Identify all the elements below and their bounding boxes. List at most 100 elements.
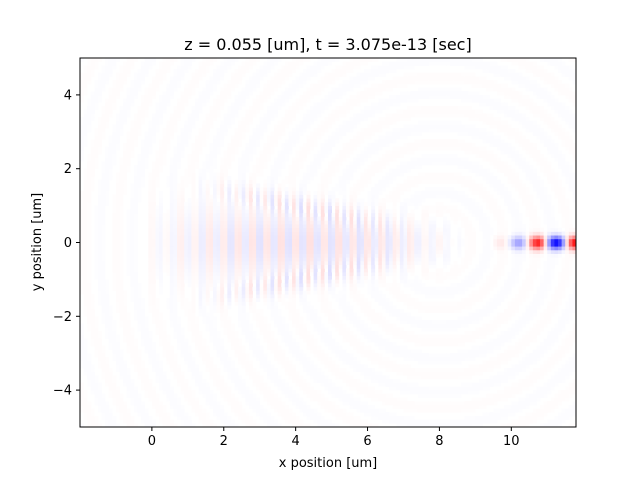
heatmap-cell <box>324 117 329 122</box>
heatmap-cell <box>130 238 135 243</box>
heatmap-cell <box>202 312 207 317</box>
heatmap-cell <box>248 113 253 118</box>
heatmap-cell <box>133 246 138 251</box>
heatmap-cell <box>230 345 235 350</box>
heatmap-cell <box>299 120 304 125</box>
heatmap-cell <box>277 201 282 206</box>
heatmap-cell <box>144 349 149 354</box>
heatmap-cell <box>180 235 185 240</box>
heatmap-cell <box>227 187 232 192</box>
heatmap-cell <box>263 87 268 92</box>
heatmap-cell <box>169 264 174 269</box>
heatmap-cell <box>151 231 156 236</box>
heatmap-cell <box>198 179 203 184</box>
heatmap-cell <box>151 356 156 361</box>
heatmap-cell <box>83 194 88 199</box>
heatmap-cell <box>130 198 135 203</box>
heatmap-cell <box>141 338 146 343</box>
heatmap-cell <box>263 279 268 284</box>
heatmap-cell <box>119 80 124 85</box>
heatmap-cell <box>299 260 304 266</box>
heatmap-cell <box>162 342 167 347</box>
heatmap-cell <box>216 135 221 140</box>
heatmap-cell <box>166 345 171 350</box>
heatmap-cell <box>205 168 210 173</box>
heatmap-cell <box>187 353 192 358</box>
heatmap-cell <box>133 408 138 413</box>
heatmap-cell <box>230 102 235 107</box>
heatmap-cell <box>166 397 171 402</box>
heatmap-cell <box>274 279 279 284</box>
heatmap-cell <box>151 360 156 365</box>
heatmap-cell <box>209 423 214 428</box>
heatmap-cell <box>277 386 282 391</box>
heatmap-cell <box>148 146 153 151</box>
heatmap-cell <box>83 139 88 144</box>
heatmap-cell <box>277 268 282 273</box>
heatmap-cell <box>94 94 99 99</box>
heatmap-cell <box>212 279 217 284</box>
heatmap-cell <box>252 305 257 310</box>
heatmap-cell <box>241 187 246 192</box>
heatmap-cell <box>238 272 243 277</box>
heatmap-cell <box>162 98 167 103</box>
heatmap-cell <box>230 58 235 63</box>
heatmap-cell <box>115 58 120 63</box>
heatmap-cell <box>173 124 178 129</box>
heatmap-cell <box>137 83 142 88</box>
heatmap-cell <box>177 220 182 225</box>
heatmap-cell <box>223 124 228 129</box>
heatmap-cell <box>252 194 257 199</box>
heatmap-cell <box>148 264 153 269</box>
heatmap-cell <box>166 249 171 254</box>
heatmap-cell <box>112 102 117 107</box>
heatmap-cell <box>173 308 178 314</box>
heatmap-cell <box>159 61 164 66</box>
heatmap-cell <box>295 168 300 173</box>
heatmap-cell <box>292 172 297 177</box>
heatmap-cell <box>205 268 210 273</box>
heatmap-cell <box>230 334 235 339</box>
heatmap-cell <box>302 153 307 159</box>
heatmap-cell <box>159 194 164 199</box>
heatmap-cell <box>133 224 138 229</box>
heatmap-cell <box>169 165 174 170</box>
heatmap-cell <box>115 338 120 343</box>
heatmap-cell <box>159 360 164 365</box>
heatmap-cell <box>324 334 329 339</box>
heatmap-cell <box>180 220 185 225</box>
heatmap-cell <box>256 249 261 254</box>
heatmap-cell <box>148 150 153 155</box>
heatmap-cell <box>162 415 167 421</box>
heatmap-cell <box>155 157 160 162</box>
heatmap-cell <box>274 316 279 321</box>
heatmap-cell <box>159 142 164 147</box>
heatmap-cell <box>274 165 279 170</box>
heatmap-cell <box>141 102 146 107</box>
heatmap-cell <box>284 216 289 221</box>
heatmap-cell <box>306 65 311 70</box>
heatmap-cell <box>119 412 124 417</box>
heatmap-cell <box>184 131 189 136</box>
heatmap-cell <box>123 404 128 409</box>
heatmap-cell <box>173 286 178 291</box>
heatmap-cell <box>317 190 322 195</box>
heatmap-cell <box>281 146 286 151</box>
heatmap-cell <box>212 69 217 74</box>
heatmap-cell <box>83 183 88 188</box>
heatmap-cell <box>151 246 156 251</box>
heatmap-cell <box>216 264 221 269</box>
heatmap-cell <box>198 290 203 295</box>
heatmap-cell <box>166 131 171 136</box>
heatmap-cell <box>115 194 120 199</box>
heatmap-cell <box>151 190 156 195</box>
heatmap-cell <box>159 231 164 236</box>
heatmap-cell <box>202 356 207 361</box>
heatmap-cell <box>230 364 235 369</box>
heatmap-cell <box>256 216 261 221</box>
heatmap-cell <box>144 375 149 380</box>
heatmap-cell <box>299 290 304 295</box>
heatmap-cell <box>83 190 88 195</box>
heatmap-cell <box>216 404 221 409</box>
heatmap-cell <box>248 375 253 380</box>
